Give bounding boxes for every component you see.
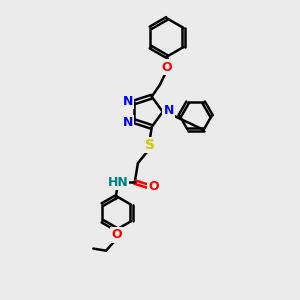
Text: O: O: [162, 61, 172, 74]
Text: O: O: [148, 180, 159, 193]
Text: N: N: [123, 95, 133, 108]
Text: S: S: [145, 138, 154, 152]
Text: HN: HN: [107, 176, 128, 189]
Text: N: N: [123, 116, 133, 129]
Text: O: O: [111, 228, 122, 241]
Text: N: N: [164, 104, 174, 117]
